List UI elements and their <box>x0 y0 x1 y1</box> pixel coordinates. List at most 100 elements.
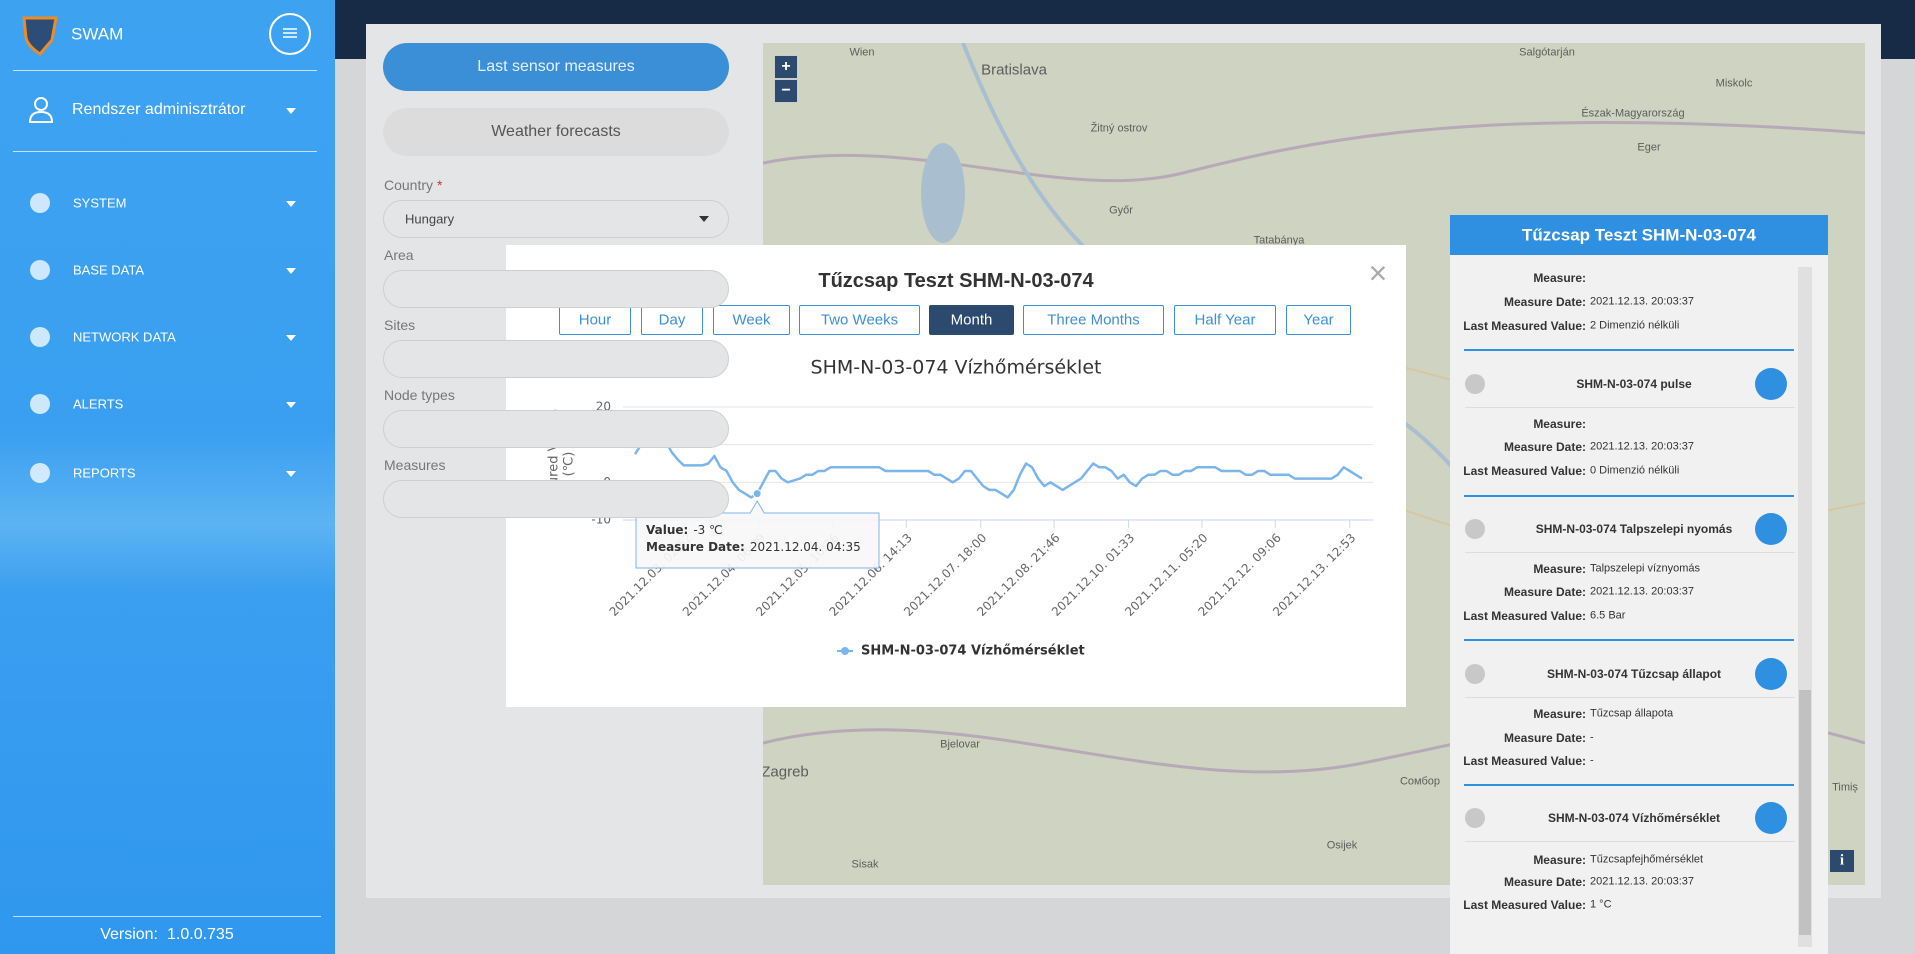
field[interactable] <box>383 410 729 448</box>
map-label: Észak-Magyarország <box>1581 107 1685 120</box>
zoom-button[interactable] <box>774 79 798 103</box>
period-button[interactable] <box>641 305 703 335</box>
map-label: Žitný ostrov <box>1090 122 1148 135</box>
menu-item[interactable]: ALERTS <box>73 396 124 412</box>
field-label: Measure: <box>1533 853 1586 867</box>
item-divider <box>1464 495 1794 497</box>
divider <box>13 916 321 917</box>
field[interactable] <box>383 340 729 378</box>
x-tick-label: 2021.12.10. 01:33 <box>1049 531 1137 619</box>
status-icon <box>1465 808 1485 828</box>
period-label[interactable]: Three Months <box>1047 311 1140 329</box>
period-label[interactable]: Hour <box>578 311 612 329</box>
field[interactable] <box>383 200 729 238</box>
zoom-label[interactable]: + <box>781 58 791 75</box>
x-tick-label: 2021.12.07. 18:00 <box>901 531 989 619</box>
user-icon <box>34 97 48 111</box>
period-label[interactable]: Half Year <box>1194 311 1256 329</box>
x-tick-label: 2021.12.13. 12:53 <box>1270 531 1358 619</box>
separator <box>1465 407 1795 408</box>
field-label: Measure Date: <box>1503 875 1586 889</box>
button[interactable] <box>383 108 729 156</box>
close-button[interactable]: × <box>1368 255 1388 291</box>
hover-point <box>752 489 762 499</box>
item-title: SHM-N-03-074 pulse <box>1576 377 1692 391</box>
item-title: SHM-N-03-074 Tűzcsap állapot <box>1546 667 1722 681</box>
chart-button[interactable] <box>1755 513 1787 545</box>
field-value: 1 °C <box>1590 898 1612 911</box>
field-label: Measure: <box>1533 271 1586 285</box>
field-value: Tűzcsapfejhőmérséklet <box>1590 853 1704 866</box>
menu-icon <box>30 463 50 483</box>
period-label[interactable]: Two Weeks <box>820 311 899 329</box>
sensor-panel: Tűzcsap Teszt SHM-N-03-074 Measure: Measur… <box>1450 215 1828 954</box>
field-value: 2021.12.13. 20:03:37 <box>1590 440 1694 453</box>
caret <box>286 268 296 274</box>
chart-button[interactable] <box>1755 802 1787 834</box>
field-label: Measure: <box>1533 707 1586 721</box>
field-label: Last Measured Value: <box>1463 464 1586 478</box>
field-label: Sites <box>384 317 416 333</box>
icon <box>286 471 296 477</box>
user-name[interactable]: Rendszer adminisztrátor <box>72 101 246 118</box>
caret <box>286 471 296 477</box>
map-label: Tatabánya <box>1253 234 1305 247</box>
period-button[interactable] <box>1174 305 1276 335</box>
info-button[interactable] <box>1830 850 1854 872</box>
period-label[interactable]: Week <box>732 311 771 329</box>
required-mark: * <box>437 177 443 193</box>
icon <box>22 16 58 56</box>
menu-item[interactable]: REPORTS <box>73 465 136 481</box>
tooltip-label: Measure Date: <box>646 540 745 554</box>
period-label[interactable]: Month <box>950 311 993 329</box>
chart-button[interactable] <box>1755 658 1787 690</box>
menu-toggle[interactable] <box>269 13 311 55</box>
legend-label: SHM-N-03-074 Vízhőmérséklet <box>861 644 1085 659</box>
icon <box>286 201 296 207</box>
scrollbar-thumb <box>1799 690 1811 935</box>
icon <box>286 268 296 274</box>
period-label[interactable]: Year <box>1303 311 1334 329</box>
field-value: 2021.12.13. 20:03:37 <box>1590 295 1694 308</box>
period-button[interactable] <box>1286 305 1351 335</box>
status-icon <box>1465 664 1485 684</box>
field[interactable] <box>383 480 729 518</box>
chart-button[interactable] <box>1755 368 1787 400</box>
modal: Tűzcsap Teszt SHM-N-03-074 × Hour Day Week Tw… <box>506 245 1406 707</box>
field[interactable] <box>383 270 729 308</box>
period-button[interactable] <box>559 305 631 335</box>
button-label[interactable]: Weather forecasts <box>491 123 621 140</box>
lake <box>921 143 965 243</box>
period-button[interactable] <box>1023 305 1164 335</box>
data-line <box>633 428 1363 499</box>
item-title: SHM-N-03-074 Talpszelepi nyomás <box>1535 522 1733 536</box>
status-icon <box>1465 374 1485 394</box>
field-value: - <box>1590 754 1594 767</box>
period-button[interactable] <box>713 305 790 335</box>
period-button[interactable] <box>799 305 920 335</box>
field-label: Last Measured Value: <box>1463 898 1586 912</box>
field-value: - <box>1590 731 1594 744</box>
divider <box>13 70 317 71</box>
button-label[interactable]: Last sensor measures <box>477 58 635 75</box>
zoom-button[interactable] <box>774 55 798 79</box>
period-button[interactable] <box>929 305 1014 335</box>
version: 1.0.0.735 <box>167 926 234 943</box>
item-title: SHM-N-03-074 Vízhőmérséklet <box>1547 811 1721 825</box>
x-tick-label: 2021.12.08. 21:46 <box>974 531 1062 619</box>
period-label[interactable]: Day <box>658 311 686 329</box>
icon <box>30 394 50 414</box>
field-value: 2 Dimenzió nélküli <box>1590 319 1680 332</box>
field-value[interactable]: Hungary <box>405 211 455 227</box>
menu-item[interactable]: SYSTEM <box>73 195 127 211</box>
field-value: Tűzcsap állapota <box>1590 707 1674 720</box>
menu-item[interactable]: NETWORK DATA <box>73 329 176 345</box>
divider <box>13 151 317 152</box>
zoom-label[interactable]: − <box>781 82 791 99</box>
caret <box>286 335 296 341</box>
map-label: Bjelovar <box>940 738 980 751</box>
button[interactable] <box>383 43 729 91</box>
info-label[interactable]: i <box>1839 852 1845 869</box>
menu-item[interactable]: BASE DATA <box>73 262 145 278</box>
modal-title: Tűzcsap Teszt SHM-N-03-074 <box>818 270 1094 292</box>
